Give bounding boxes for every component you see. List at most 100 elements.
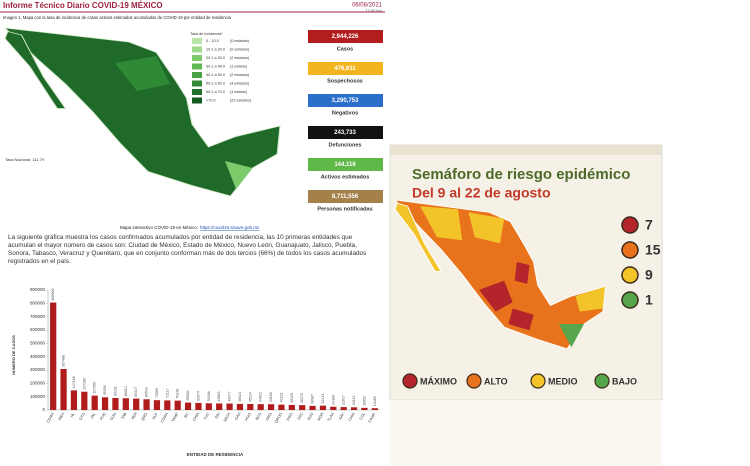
- data-label: 805906: [51, 289, 55, 301]
- bar: [174, 400, 181, 410]
- legend-swatch: [192, 72, 202, 78]
- y-tick-label: 300000: [30, 367, 46, 372]
- legend-range: 60.1 a 70.0: [206, 90, 225, 94]
- bar: [319, 405, 327, 410]
- legend-swatch: [192, 63, 202, 70]
- legend-label: ALTO: [484, 376, 508, 386]
- legend-range: >70.0: [206, 99, 216, 103]
- y-tick-label: 800000: [30, 301, 46, 306]
- legend-range: 30.1 a 40.0: [206, 65, 225, 69]
- x-tick-label: SON: [110, 412, 118, 421]
- bar: [91, 395, 98, 410]
- stat-box: [308, 94, 383, 107]
- legend-count: (4 estados): [230, 82, 250, 86]
- level-count: 1: [645, 292, 653, 308]
- bar: [371, 408, 378, 410]
- y-tick-label: 700000: [30, 314, 46, 319]
- level-icon: [621, 291, 639, 309]
- legend-swatch: [192, 89, 202, 95]
- data-label: 50286: [207, 391, 211, 401]
- stat-label: Casos: [337, 46, 354, 52]
- level-count: 9: [645, 267, 653, 283]
- header-title: Informe Técnico Diario COVID-19 MÉXICO: [3, 1, 163, 10]
- data-label: 46021: [238, 392, 242, 402]
- x-tick-label: HGO: [244, 412, 252, 422]
- bar: [195, 402, 202, 410]
- stat-box: [308, 62, 383, 75]
- stat-value: 2,944,226: [332, 34, 359, 40]
- header-time: 17:00 hrs: [365, 8, 382, 13]
- data-label: 72117: [165, 389, 169, 399]
- data-label: 45214: [248, 392, 252, 402]
- x-tick-label: OAX: [234, 412, 242, 421]
- level-count: 15: [645, 242, 661, 258]
- legend-swatch: [192, 97, 202, 104]
- data-label: 55836: [186, 391, 190, 401]
- x-tick-label: NAY: [338, 412, 345, 421]
- bar: [288, 404, 295, 410]
- legend-label: MEDIO: [548, 376, 578, 386]
- x-tick-label: QROO: [274, 412, 283, 424]
- bar: [267, 404, 275, 410]
- y-tick-label: 200000: [30, 381, 46, 386]
- bar: [70, 390, 78, 410]
- stat-label: Activos estimados: [321, 174, 370, 180]
- bar: [101, 397, 109, 410]
- x-tick-label: TLAX: [327, 412, 335, 423]
- x-axis-label: ENTIDAD DE RESIDENCIA: [187, 452, 244, 457]
- legend-range: 20.1 a 30.0: [206, 56, 225, 60]
- level-icon: [621, 216, 639, 234]
- legend-icon: [530, 373, 546, 389]
- x-tick-label: COAH: [160, 412, 169, 424]
- stat-label: Sospechosos: [327, 78, 363, 84]
- x-tick-label: DGO: [286, 412, 294, 422]
- x-tick-label: AGS: [307, 412, 315, 421]
- y-tick-label: 100000: [30, 394, 46, 399]
- data-label: 38126: [290, 393, 294, 403]
- bar: [361, 407, 368, 410]
- data-label: 307488: [62, 355, 66, 367]
- legend-icon: [466, 373, 482, 389]
- x-tick-label: CHIH: [192, 412, 200, 422]
- x-tick-label: GRO: [265, 412, 273, 422]
- data-label: 147189: [72, 376, 76, 388]
- bar: [205, 403, 212, 410]
- data-label: 36270: [300, 393, 304, 403]
- x-tick-label: CAMP: [368, 412, 377, 424]
- bar: [60, 369, 67, 410]
- level-icon: [621, 241, 639, 259]
- data-label: 13480: [373, 396, 377, 406]
- y-tick-label: 600000: [30, 327, 46, 332]
- data-label: 16052: [362, 396, 366, 406]
- x-tick-label: QRO: [141, 412, 149, 422]
- bar: [278, 404, 285, 410]
- x-tick-label: GTO: [78, 412, 86, 421]
- semaforo-title: Semáforo de riesgo epidémico: [412, 166, 630, 183]
- legend-swatch: [192, 38, 202, 44]
- data-label: 90311: [113, 386, 117, 396]
- stat-value: 144,116: [334, 162, 356, 168]
- legend-swatch: [192, 46, 202, 53]
- x-tick-label: SIN: [214, 412, 221, 420]
- data-label: 22017: [342, 395, 346, 405]
- x-tick-label: NL: [70, 412, 76, 418]
- mexico-map: [3, 27, 281, 197]
- stat-box: [308, 30, 383, 43]
- x-tick-label: CDMX: [46, 412, 55, 424]
- x-tick-label: BC: [184, 412, 190, 419]
- stat-label: Negativos: [332, 110, 358, 116]
- data-label: 20113: [352, 396, 356, 406]
- y-tick-label: 0: [42, 407, 45, 412]
- x-tick-label: JAL: [90, 412, 97, 420]
- x-tick-label: SLP: [152, 412, 159, 421]
- bar: [257, 404, 264, 410]
- bar: [299, 405, 306, 410]
- bar: [164, 400, 171, 410]
- map-link[interactable]: https://covid19.sinave.gob.mx: [200, 225, 260, 230]
- legend-count: (2 estados): [230, 56, 250, 60]
- bar: [330, 406, 337, 410]
- data-label: 88012: [124, 386, 128, 396]
- stat-box: [308, 190, 383, 203]
- data-label: 70248: [176, 389, 180, 399]
